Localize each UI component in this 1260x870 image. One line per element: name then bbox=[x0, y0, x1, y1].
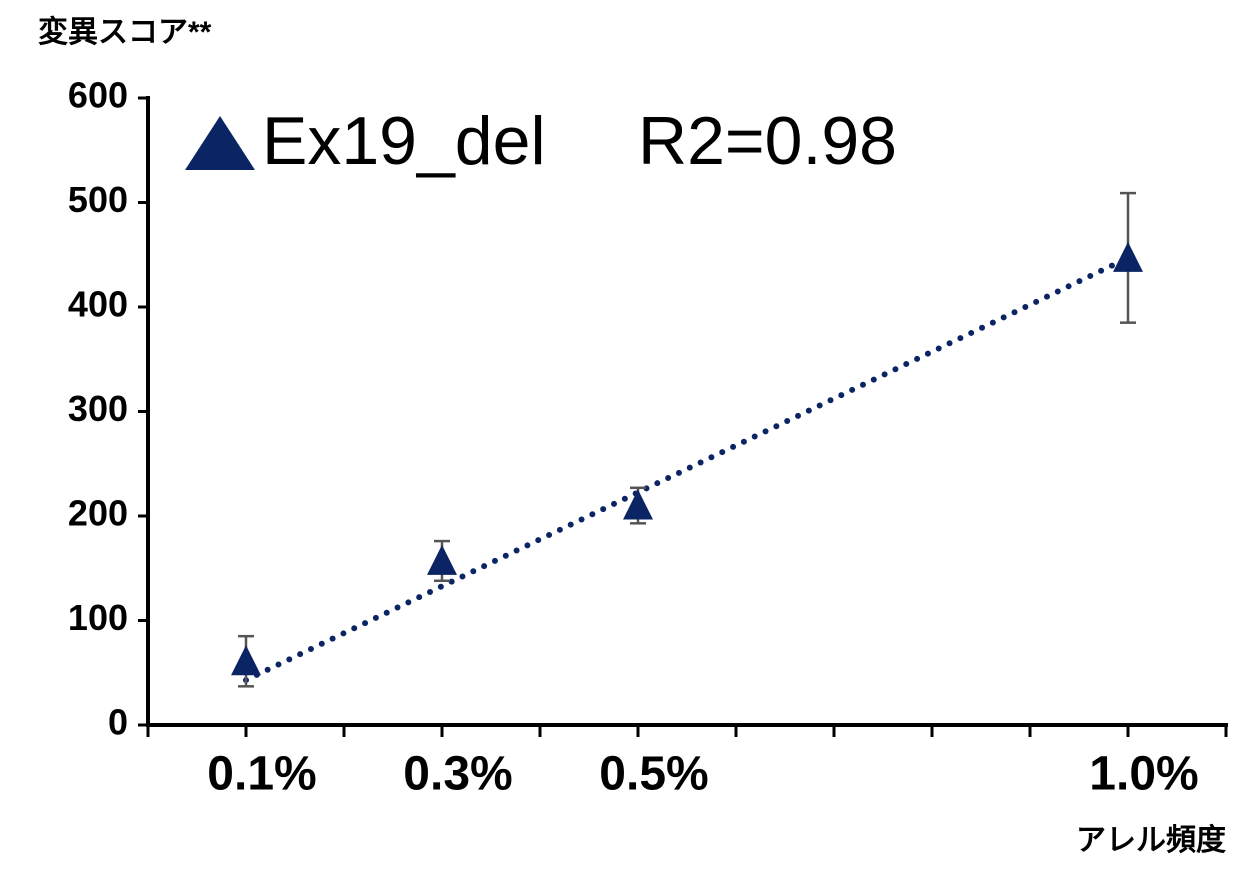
annotation: R2=0.98 bbox=[638, 103, 897, 179]
y-tick-label: 600 bbox=[68, 75, 128, 116]
x-tick-label: 0.5% bbox=[599, 748, 708, 801]
marker bbox=[231, 645, 261, 676]
y-tick-label: 200 bbox=[68, 493, 128, 534]
x-tick-label: 1.0% bbox=[1089, 748, 1198, 801]
x-tick-label: 0.3% bbox=[403, 748, 512, 801]
marker bbox=[623, 489, 653, 520]
marker bbox=[1113, 241, 1143, 272]
x-tick-label: 0.1% bbox=[207, 748, 316, 801]
marker bbox=[427, 544, 457, 575]
y-axis-title: 変異スコア** bbox=[38, 15, 212, 49]
y-tick-label: 400 bbox=[68, 284, 128, 325]
trendline bbox=[243, 254, 1131, 684]
legend-label: Ex19_del bbox=[262, 103, 546, 179]
x-axis-title: アレル頻度 bbox=[1076, 824, 1226, 857]
y-tick-label: 0 bbox=[108, 702, 128, 743]
y-tick-label: 500 bbox=[68, 179, 128, 220]
y-tick-label: 100 bbox=[68, 597, 128, 638]
y-tick-label: 300 bbox=[68, 388, 128, 429]
legend-marker bbox=[185, 116, 255, 170]
